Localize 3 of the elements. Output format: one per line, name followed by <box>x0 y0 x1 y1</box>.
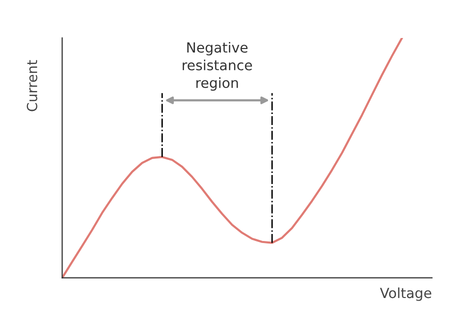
y-axis-title: Current <box>26 60 38 112</box>
annotation: Negative resistance region <box>182 42 252 91</box>
x-axis-title: Voltage <box>380 287 432 301</box>
